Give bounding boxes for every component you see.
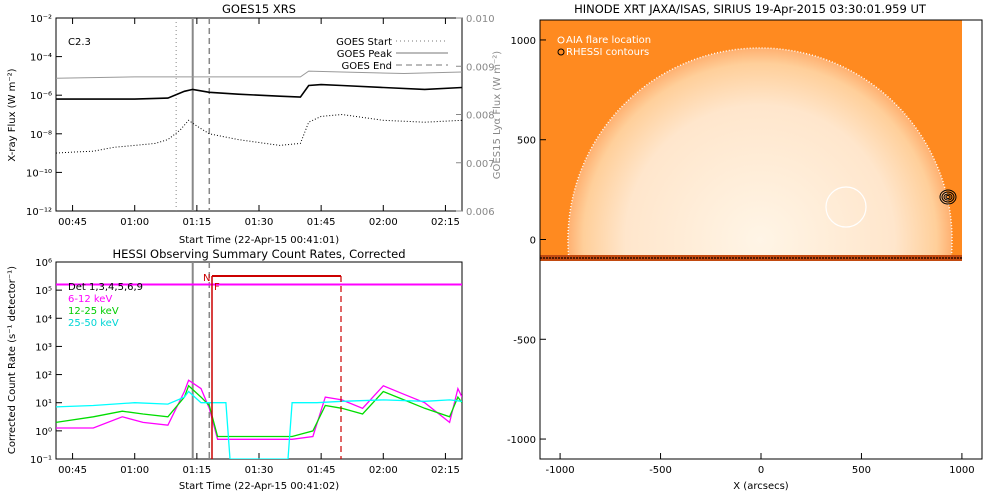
goes-xlabel: Start Time (22-Apr-15 00:41:01) — [179, 235, 339, 246]
goes-y2-tick-label: 0.006 — [466, 207, 495, 218]
hessi-series-line — [56, 384, 462, 438]
goes-y-tick-label: 10⁻⁴ — [30, 53, 52, 64]
hessi-x-tick-label: 01:15 — [182, 465, 211, 476]
goes-x-ticks: 00:45 01:00 01:15 01:30 01:45 02:00 02:15 — [58, 18, 460, 228]
goes-y-tick-label: 10⁻⁶ — [30, 91, 52, 102]
xrt-x-tick-label: 0 — [758, 465, 764, 476]
xrt-x-tick-label: 1000 — [949, 465, 974, 476]
hessi-y-tick-label: 10² — [35, 371, 52, 382]
hessi-x-tick-label: 02:15 — [431, 465, 460, 476]
hessi-x-tick-label: 00:45 — [58, 465, 87, 476]
goes-legend: GOES Start GOES Peak GOES End — [336, 37, 448, 72]
hessi-title: HESSI Observing Summary Count Rates, Cor… — [112, 247, 405, 261]
aia-flare-marker — [825, 186, 867, 228]
xrt-x-ticks: -1000 -500 0 500 1000 — [546, 453, 975, 476]
hessi-y-tick-label: 10³ — [35, 342, 52, 353]
hessi-flags: N F — [203, 273, 342, 459]
xrt-panel: HINODE XRT JAXA/ISAS, SIRIUS 19-Apr-2015… — [507, 2, 983, 492]
xrt-y-tick-label: 500 — [517, 136, 536, 147]
xrt-legend-aia: AIA flare location — [566, 35, 651, 46]
hessi-series-line — [56, 390, 462, 459]
xrt-y-tick-label: 0 — [530, 236, 536, 247]
goes-y2-tick-label: 0.008 — [466, 111, 495, 122]
goes-legend-end: GOES End — [342, 61, 392, 72]
hessi-y-tick-label: 10¹ — [35, 399, 52, 410]
hessi-panel: HESSI Observing Summary Count Rates, Cor… — [7, 247, 463, 492]
hessi-y-tick-label: 10⁴ — [35, 314, 52, 325]
goes-plot-frame — [55, 17, 463, 212]
hessi-x-tick-label: 01:45 — [307, 465, 336, 476]
hessi-flag-n: N — [203, 273, 210, 284]
hessi-flag-f: F — [214, 282, 220, 293]
goes-x-tick-label: 01:30 — [245, 217, 274, 228]
goes-series-line — [56, 70, 462, 79]
goes-legend-peak: GOES Peak — [337, 49, 392, 60]
goes-y-tick-label: 10⁻⁸ — [30, 130, 52, 141]
goes-y-tick-label: 10⁻¹² — [26, 207, 52, 218]
goes-y2-tick-label: 0.010 — [466, 14, 495, 25]
hessi-legend-det: Det 1,3,4,5,6,9 — [68, 282, 143, 293]
goes-annotation: C2.3 — [68, 37, 91, 48]
goes-x-tick-label: 02:15 — [431, 217, 460, 228]
rhessi-contours — [939, 189, 957, 205]
hessi-x-tick-label: 02:00 — [369, 465, 398, 476]
goes-panel: GOES15 XRS 00:45 01:00 01:15 01:30 01:45 02:0… — [7, 2, 503, 246]
xrt-legend-rhessi: RHESSI contours — [566, 47, 649, 58]
hessi-y-tick-label: 10⁰ — [35, 427, 52, 438]
xrt-y-ticks: -1000 -500 0 500 1000 — [507, 36, 546, 446]
goes-y2-ticks: 0.006 0.007 0.008 0.009 0.010 — [456, 14, 495, 218]
xrt-solar-disk — [568, 48, 952, 261]
goes-y2-tick-label: 0.009 — [466, 62, 495, 73]
hessi-x-ticks: 00:45 01:00 01:15 01:30 01:45 02:00 02:15 — [58, 453, 460, 476]
goes-event-lines — [175, 18, 211, 211]
goes-series — [56, 70, 462, 154]
hessi-y-tick-label: 10⁻¹ — [30, 455, 52, 466]
xrt-limb — [567, 47, 953, 261]
xrt-title: HINODE XRT JAXA/ISAS, SIRIUS 19-Apr-2015… — [574, 2, 927, 16]
goes-y-tick-label: 10⁻² — [30, 14, 52, 25]
hessi-y-ticks: 10⁻¹ 10⁰ 10¹ 10² 10³ 10⁴ 10⁵ 10⁶ — [30, 258, 62, 466]
goes-x-tick-label: 02:00 — [369, 217, 398, 228]
goes-series-line — [56, 113, 462, 154]
hessi-x-tick-label: 01:30 — [245, 465, 274, 476]
hessi-series-line — [56, 379, 462, 440]
xrt-y-tick-label: -1000 — [507, 435, 536, 446]
xrt-x-tick-label: 500 — [852, 465, 871, 476]
goes-ylabel-right: GOES15 Lyα Flux (W m⁻²) — [492, 51, 503, 179]
goes-x-tick-label: 01:00 — [120, 217, 149, 228]
hessi-ylabel: Corrected Count Rate (s⁻¹ detector⁻¹) — [7, 266, 18, 454]
hessi-xlabel: Start Time (22-Apr-15 00:41:02) — [179, 481, 339, 492]
hessi-x-tick-label: 01:00 — [120, 465, 149, 476]
xrt-image — [540, 20, 962, 261]
goes-y-tick-label: 10⁻¹⁰ — [26, 168, 52, 179]
goes-x-tick-label: 01:15 — [182, 217, 211, 228]
goes-x-tick-label: 01:45 — [307, 217, 336, 228]
goes-x-tick-label: 00:45 — [58, 217, 87, 228]
goes-legend-start: GOES Start — [336, 37, 392, 48]
hessi-legend: Det 1,3,4,5,6,9 6-12 keV 12-25 keV 25-50… — [68, 282, 143, 329]
hessi-series — [56, 283, 462, 459]
hessi-event-lines — [191, 262, 211, 459]
hessi-legend-6-12: 6-12 keV — [68, 294, 112, 305]
goes-y-ticks: 10⁻¹² 10⁻¹⁰ 10⁻⁸ 10⁻⁶ 10⁻⁴ 10⁻² — [26, 14, 62, 218]
xrt-y-tick-label: 1000 — [511, 36, 536, 47]
hessi-y-tick-label: 10⁵ — [35, 286, 52, 297]
hessi-legend-12-25: 12-25 keV — [68, 306, 119, 317]
xrt-x-tick-label: -1000 — [546, 465, 575, 476]
goes-y2-tick-label: 0.007 — [466, 159, 495, 170]
xrt-legend: AIA flare location RHESSI contours — [557, 35, 651, 58]
xrt-y-tick-label: -500 — [513, 335, 536, 346]
xrt-xlabel: X (arcsecs) — [733, 481, 789, 492]
hessi-legend-25-50: 25-50 keV — [68, 318, 119, 329]
goes-title: GOES15 XRS — [222, 2, 296, 16]
goes-ylabel: X-ray Flux (W m⁻²) — [7, 68, 18, 161]
hessi-y-tick-label: 10⁶ — [35, 258, 52, 269]
xrt-x-tick-label: -500 — [649, 465, 672, 476]
goes-series-line — [56, 83, 462, 100]
